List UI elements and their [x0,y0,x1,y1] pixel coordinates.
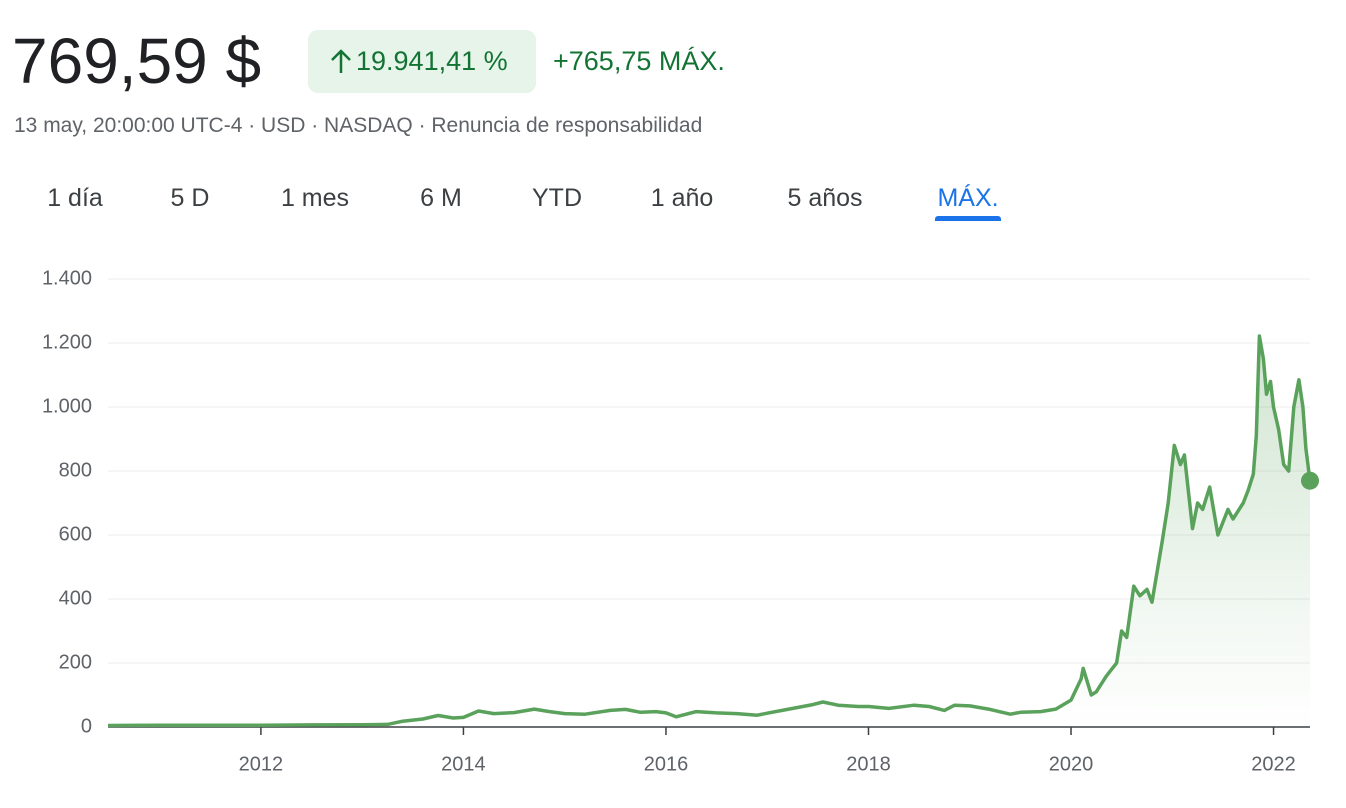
info-line: 13 may, 20:00:00 UTC-4 · USD · NASDAQ · … [14,114,703,137]
range-tab[interactable]: 1 día [47,184,103,212]
price-line [107,334,1312,728]
change-abs: +765,75 MÁX. [553,46,725,76]
y-tick-label: 1.400 [42,267,92,289]
last-point [1301,471,1319,490]
x-tick-label: 2016 [644,753,689,775]
x-tick-label: 2014 [441,753,486,775]
range-tab[interactable]: 5 años [787,184,863,212]
y-tick-label: 400 [59,587,92,609]
up-arrow-icon [331,49,351,73]
area-fill [108,336,1310,727]
x-tick-label: 2012 [239,753,284,775]
y-tick-label: 200 [59,651,92,673]
x-tick-label: 2022 [1251,753,1296,775]
range-tab[interactable]: 6 M [420,184,462,212]
range-tab[interactable]: MÁX. [937,184,999,212]
y-tick-label: 600 [59,523,92,545]
range-tab[interactable]: YTD [532,184,582,212]
change-percent: 19.941,41 % [356,46,508,76]
range-tab[interactable]: 1 mes [280,184,350,212]
x-tick-label: 2018 [846,753,891,775]
y-tick-label: 800 [59,459,92,481]
x-tick-label: 2020 [1049,753,1094,775]
price: 769,59 $ [12,25,262,97]
change-pill [308,30,536,93]
y-tick-label: 0 [81,715,92,737]
y-tick-label: 1.200 [42,331,92,353]
active-tab-indicator [935,216,1001,221]
range-tab[interactable]: 1 año [650,184,714,212]
y-tick-label: 1.000 [42,395,92,417]
range-tab[interactable]: 5 D [170,184,210,212]
